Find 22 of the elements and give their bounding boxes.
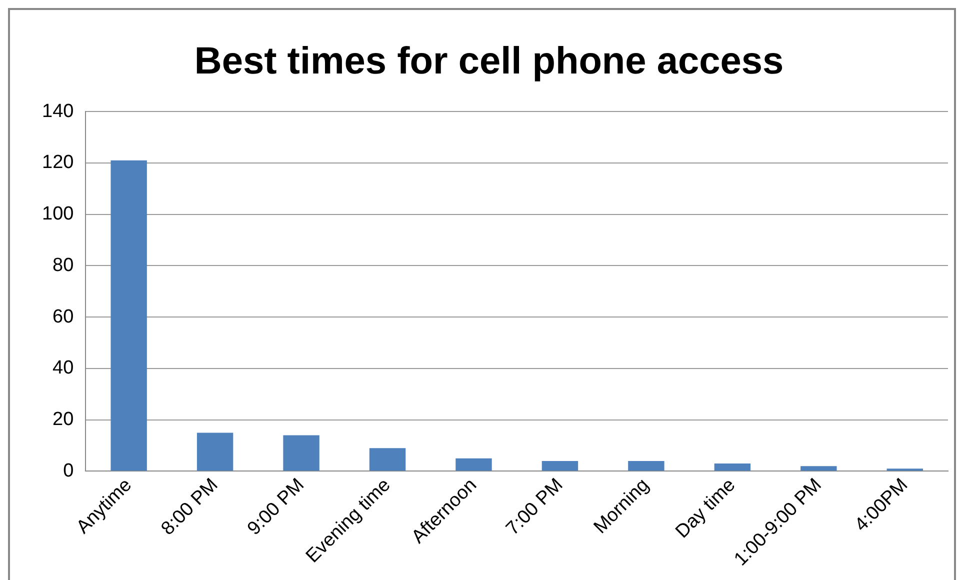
y-tick-label: 0 (63, 460, 74, 482)
y-tick-label: 100 (42, 204, 74, 225)
bar (369, 448, 406, 471)
bar (456, 458, 492, 471)
y-tick-label: 140 (42, 100, 74, 122)
y-tick-label: 40 (52, 358, 74, 379)
x-tick-label: 9:00 PM (244, 474, 309, 540)
bar (110, 160, 147, 471)
x-tick-label: 8:00 PM (157, 474, 222, 540)
bar (283, 435, 320, 471)
y-tick-label: 80 (52, 254, 74, 276)
y-tick-label: 120 (42, 152, 74, 174)
y-tick-label: 20 (52, 409, 74, 430)
bar (542, 460, 578, 471)
bar (800, 466, 837, 471)
bar (628, 460, 664, 471)
x-tick-label: Day time (672, 474, 740, 543)
chart-title: Best times for cell phone access (194, 40, 784, 82)
x-tick-label: 7:00 PM (502, 474, 568, 540)
bar (714, 464, 751, 471)
y-tick-label: 60 (52, 306, 74, 328)
bar (196, 432, 234, 471)
